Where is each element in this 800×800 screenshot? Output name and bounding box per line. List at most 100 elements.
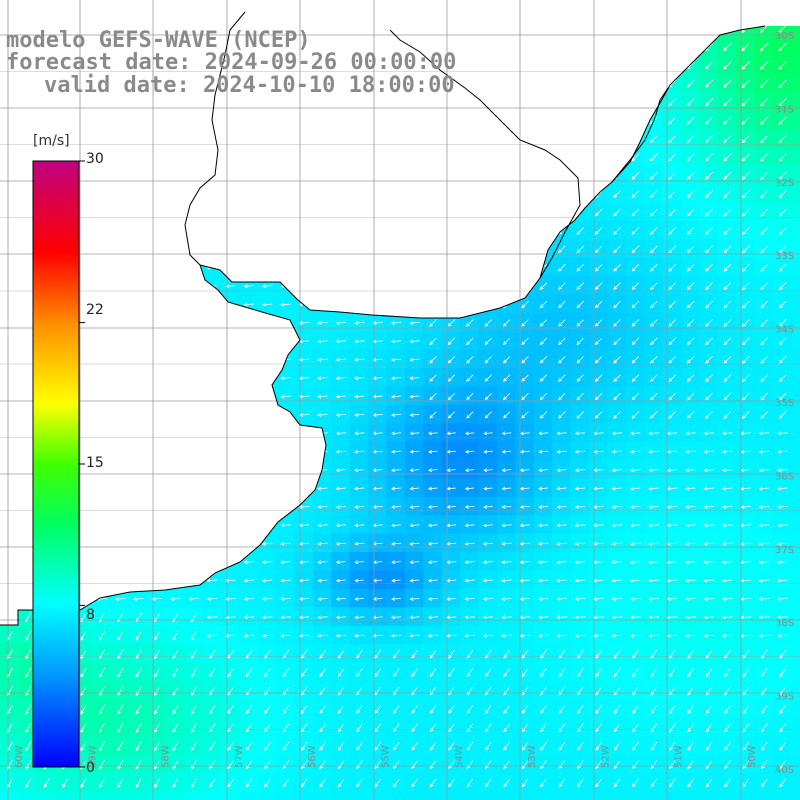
- valid-date: valid date: 2024-10-10 18:00:00: [44, 73, 455, 98]
- wind-speed-cell: [441, 386, 461, 406]
- wind-arrow: [539, 374, 548, 382]
- wind-arrow: [135, 704, 142, 715]
- wind-arrow: [501, 449, 512, 454]
- wind-speed-cell: [588, 791, 608, 800]
- wind-speed-cell: [515, 717, 535, 737]
- wind-speed-cell: [791, 736, 800, 755]
- wind-speed-cell: [754, 644, 774, 663]
- wind-speed-cell: [754, 331, 774, 351]
- wind-arrow: [335, 321, 347, 325]
- wind-speed-cell: [368, 368, 387, 387]
- wind-arrow: [723, 227, 732, 235]
- wind-arrow: [428, 431, 438, 436]
- wind-speed-cell: [368, 736, 387, 755]
- wind-speed-cell: [552, 257, 571, 277]
- wind-speed-cell: [368, 349, 387, 369]
- wind-arrow: [721, 597, 733, 601]
- wind-arrow: [650, 392, 658, 401]
- wind-speed-cell: [331, 699, 351, 719]
- wind-speed-cell: [220, 625, 240, 645]
- wind-arrow: [685, 615, 696, 620]
- wind-speed-cell: [680, 625, 700, 645]
- wind-arrow: [668, 190, 677, 198]
- wind-arrow: [558, 741, 566, 751]
- wind-speed-cell: [312, 386, 332, 406]
- wind-arrow: [191, 778, 197, 788]
- wind-speed-cell: [257, 754, 277, 774]
- wind-speed-cell: [331, 368, 351, 387]
- wind-arrow: [723, 79, 732, 88]
- wind-arrow: [649, 153, 658, 162]
- wind-speed-cell: [386, 386, 406, 406]
- wind-speed-cell: [202, 699, 222, 719]
- wind-arrow: [538, 523, 549, 528]
- wind-arrow: [556, 523, 567, 528]
- wind-arrow: [632, 778, 639, 788]
- wind-speed-cell: [754, 257, 774, 277]
- wind-speed-cell: [588, 460, 608, 479]
- wind-speed-cell: [736, 570, 755, 590]
- wind-arrow: [372, 615, 383, 620]
- wind-arrow: [540, 704, 547, 714]
- wind-speed-cell: [386, 625, 406, 645]
- wind-arrow: [668, 337, 676, 346]
- wind-speed-cell: [772, 680, 792, 700]
- wind-speed-cell: [294, 312, 314, 332]
- wind-arrow: [594, 374, 603, 382]
- wind-arrow: [538, 486, 549, 491]
- wind-arrow: [261, 541, 273, 546]
- wind-speed-cell: [717, 202, 737, 222]
- wind-speed-cell: [644, 717, 663, 737]
- wind-speed-cell: [257, 294, 277, 314]
- wind-arrow: [466, 705, 474, 714]
- wind-speed-cell: [736, 184, 755, 203]
- wind-speed-cell: [570, 312, 590, 332]
- wind-arrow: [264, 668, 271, 678]
- wind-arrow: [723, 116, 732, 125]
- wind-arrow: [317, 560, 328, 565]
- wind-arrow: [758, 505, 770, 509]
- wind-arrow: [391, 449, 401, 454]
- wind-speed-cell: [644, 478, 663, 498]
- wind-arrow: [519, 633, 531, 638]
- wind-speed-cell: [717, 92, 737, 111]
- wind-speed-cell: [257, 699, 277, 719]
- wind-speed-cell: [754, 294, 774, 314]
- wind-speed-cell: [607, 680, 627, 700]
- wind-speed-cell: [588, 331, 608, 351]
- wind-speed-cell: [515, 552, 535, 571]
- wind-speed-cell: [552, 791, 571, 800]
- wind-speed-cell: [607, 368, 627, 387]
- wind-arrow: [650, 778, 658, 788]
- wind-speed-cell: [754, 202, 774, 222]
- wind-speed-cell: [588, 368, 608, 387]
- wind-arrow: [447, 356, 456, 364]
- wind-speed-cell: [772, 110, 792, 130]
- wind-speed-cell: [496, 386, 516, 406]
- wind-speed-cell: [680, 165, 700, 185]
- wind-arrow: [650, 319, 658, 327]
- wind-speed-cell: [772, 294, 792, 314]
- wind-speed-cell: [441, 588, 461, 608]
- wind-arrow: [723, 355, 732, 364]
- wind-arrow: [648, 468, 659, 473]
- wind-arrow: [335, 339, 347, 344]
- wind-arrow: [280, 541, 291, 546]
- wind-arrow: [317, 394, 328, 399]
- wind-arrow: [705, 374, 713, 382]
- colorbar-ticks: [79, 160, 85, 768]
- wind-arrow: [335, 615, 346, 620]
- wind-arrow: [778, 337, 787, 346]
- wind-speed-cell: [404, 717, 424, 737]
- wind-speed-cell: [533, 754, 553, 774]
- wind-arrow: [577, 704, 584, 714]
- wind-arrow: [632, 741, 639, 751]
- uruguay-border: [184, 11, 246, 266]
- wind-arrow: [668, 135, 677, 143]
- wind-arrow: [319, 704, 326, 714]
- wind-speed-cell: [276, 607, 295, 627]
- wind-speed-cell: [680, 386, 700, 406]
- wind-arrow: [243, 302, 255, 307]
- wind-speed-cell: [644, 220, 663, 240]
- wind-speed-cell: [588, 680, 608, 700]
